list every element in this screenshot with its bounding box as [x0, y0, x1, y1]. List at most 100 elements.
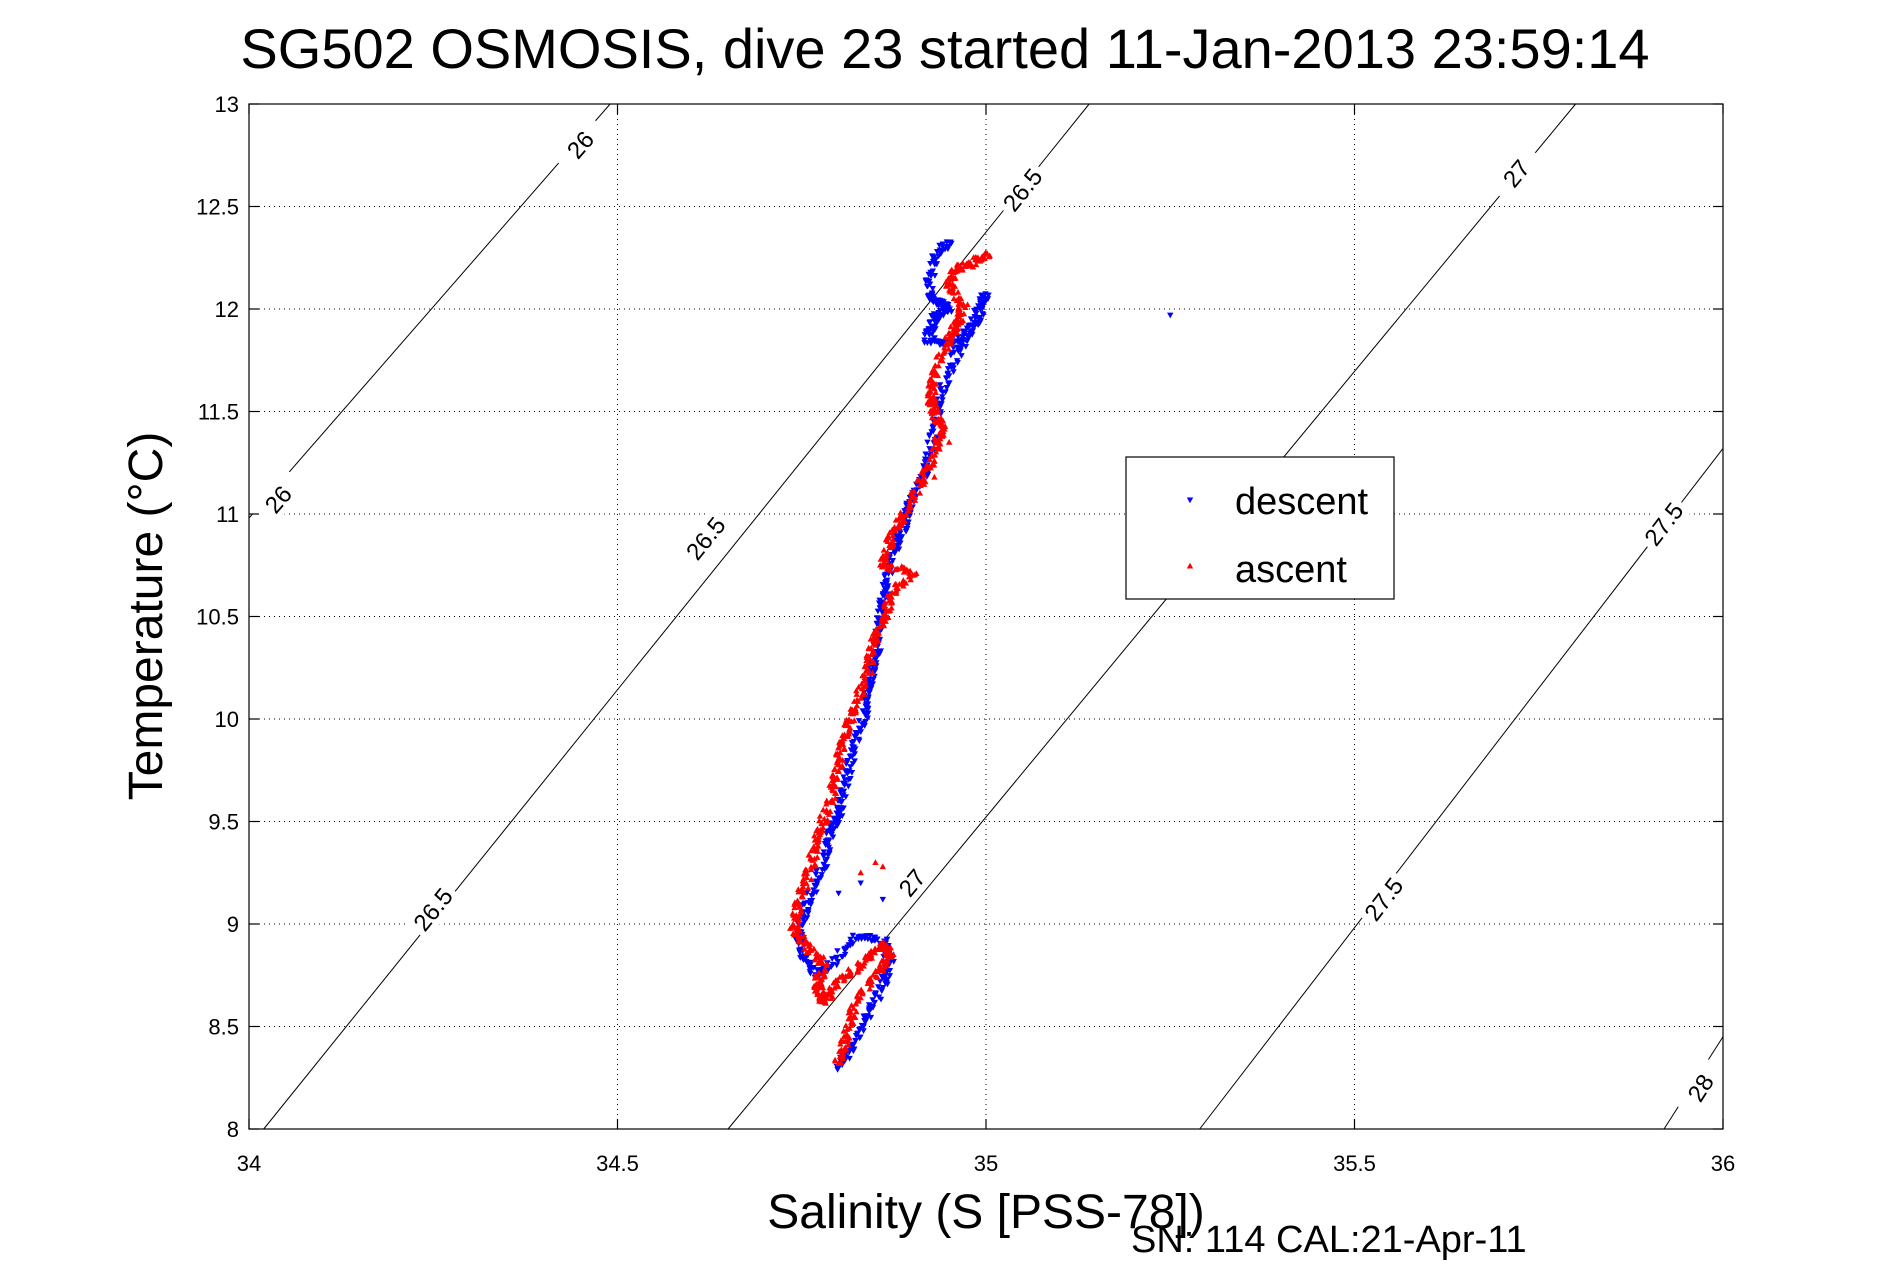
descent-point [861, 696, 868, 703]
descent-point [963, 332, 971, 339]
ascent-point [810, 945, 818, 952]
descent-point [904, 525, 911, 532]
descent-point [939, 389, 946, 396]
descent-point [879, 984, 887, 991]
ascent-point [880, 612, 888, 619]
y-tick-label: 9.5 [208, 810, 239, 835]
ascent-point [857, 961, 864, 968]
ascent-point [900, 577, 907, 583]
descent-point [812, 868, 820, 874]
descent-point [946, 380, 953, 386]
ascent-point [881, 963, 888, 969]
ascent-point [892, 566, 899, 573]
legend-ascent-label: ascent [1235, 549, 1347, 591]
descent-point [819, 852, 827, 859]
descent-point [799, 902, 807, 908]
ascent-point [799, 877, 806, 884]
descent-point [834, 948, 841, 955]
descent-point [857, 1026, 864, 1032]
ascent-point [878, 967, 885, 974]
ascent-point [857, 694, 865, 701]
ascent-point [934, 408, 941, 415]
ascent-point [811, 974, 819, 981]
ascent-point [916, 489, 924, 496]
ascent-point [931, 434, 938, 441]
ascent-point [811, 956, 818, 963]
ascent-point [885, 532, 892, 539]
ascent-point [928, 409, 936, 415]
descent-point [881, 573, 888, 580]
descent-point [852, 1033, 860, 1039]
ascent-point [886, 544, 894, 551]
descent-point [849, 932, 857, 939]
contour-label-bg [675, 506, 735, 570]
ascent-point [940, 425, 948, 432]
ascent-point [985, 253, 993, 260]
ascent-point [926, 456, 933, 463]
descent-point [796, 949, 803, 956]
ascent-point [813, 985, 821, 992]
descent-point [847, 939, 855, 946]
descent-point [835, 890, 842, 897]
ascent-point [835, 1060, 842, 1066]
ascent-point [918, 469, 925, 476]
descent-point [883, 979, 890, 986]
descent-point [851, 733, 858, 740]
descent-point [933, 320, 941, 327]
descent-point [818, 872, 825, 878]
ascent-point [911, 497, 919, 503]
ascent-point [955, 321, 962, 328]
ascent-point [883, 955, 891, 962]
y-tick-label: 8 [227, 1117, 239, 1142]
ascent-point [818, 976, 825, 982]
ascent-point [854, 967, 861, 974]
ascent-point [834, 776, 841, 782]
contour-label-bg [1672, 1055, 1728, 1120]
ascent-point [938, 420, 945, 426]
ascent-point [940, 428, 947, 435]
series-ascent [787, 249, 994, 1066]
ascent-point [888, 599, 895, 606]
ascent-point [932, 389, 939, 395]
ascent-point [881, 559, 888, 566]
ascent-point [906, 504, 913, 511]
ascent-point [859, 988, 866, 995]
legend-ascent-marker [1186, 562, 1194, 569]
ascent-point [827, 799, 834, 805]
ascent-point [829, 993, 836, 1000]
ascent-point [900, 582, 907, 589]
descent-point [927, 273, 935, 279]
ascent-point [945, 439, 953, 445]
descent-point [946, 240, 954, 246]
ascent-point [790, 911, 797, 918]
ascent-point [904, 568, 912, 574]
contour-line-27.5 [1199, 448, 1724, 1130]
descent-point [926, 332, 933, 339]
y-tick-label: 13 [215, 92, 239, 117]
ascent-point [844, 717, 851, 724]
ascent-point [924, 465, 931, 471]
ascent-point [951, 283, 959, 289]
ascent-point [794, 930, 801, 937]
ascent-point [880, 546, 888, 553]
footer-note: SN: 114 CAL:21-Apr-11 [1131, 1219, 1527, 1261]
ascent-point [887, 567, 894, 573]
ascent-point [907, 576, 914, 583]
ascent-point [889, 526, 896, 533]
descent-point [855, 725, 863, 732]
descent-point [800, 957, 807, 963]
ascent-point [908, 492, 916, 499]
descent-point [933, 261, 940, 268]
descent-point [858, 933, 866, 940]
descent-point [847, 936, 854, 943]
descent-point [808, 897, 816, 904]
ascent-point [932, 448, 940, 455]
descent-point [801, 919, 808, 926]
descent-point [805, 910, 812, 917]
descent-point [920, 463, 927, 470]
descent-point [905, 519, 912, 526]
ascent-point [851, 698, 858, 704]
x-tick-label: 34.5 [596, 1151, 639, 1176]
descent-point [798, 922, 806, 929]
contour-label-bg [882, 851, 941, 914]
